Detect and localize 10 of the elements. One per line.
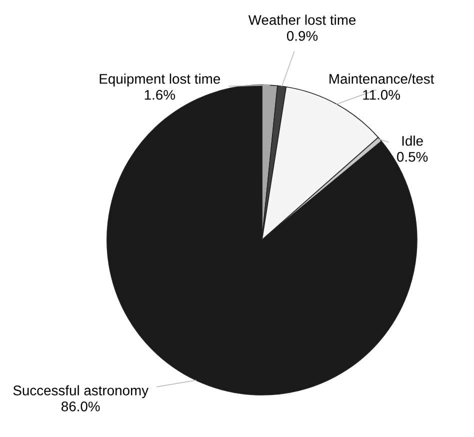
slice-label: Idle <box>402 136 423 146</box>
slice-label: Maintenance/test <box>330 74 434 84</box>
slice-label: Equipment lost time <box>100 74 220 87</box>
data-label: 0.5% <box>397 152 428 162</box>
data-label: 86.0% <box>62 402 100 412</box>
data-label: 11.0% <box>363 90 400 100</box>
slice-label: Successful astronomy <box>13 385 149 398</box>
data-label: 0.9% <box>286 31 318 41</box>
slice-label: Weather lost time <box>248 14 356 25</box>
data-label: 1.6% <box>144 90 175 100</box>
